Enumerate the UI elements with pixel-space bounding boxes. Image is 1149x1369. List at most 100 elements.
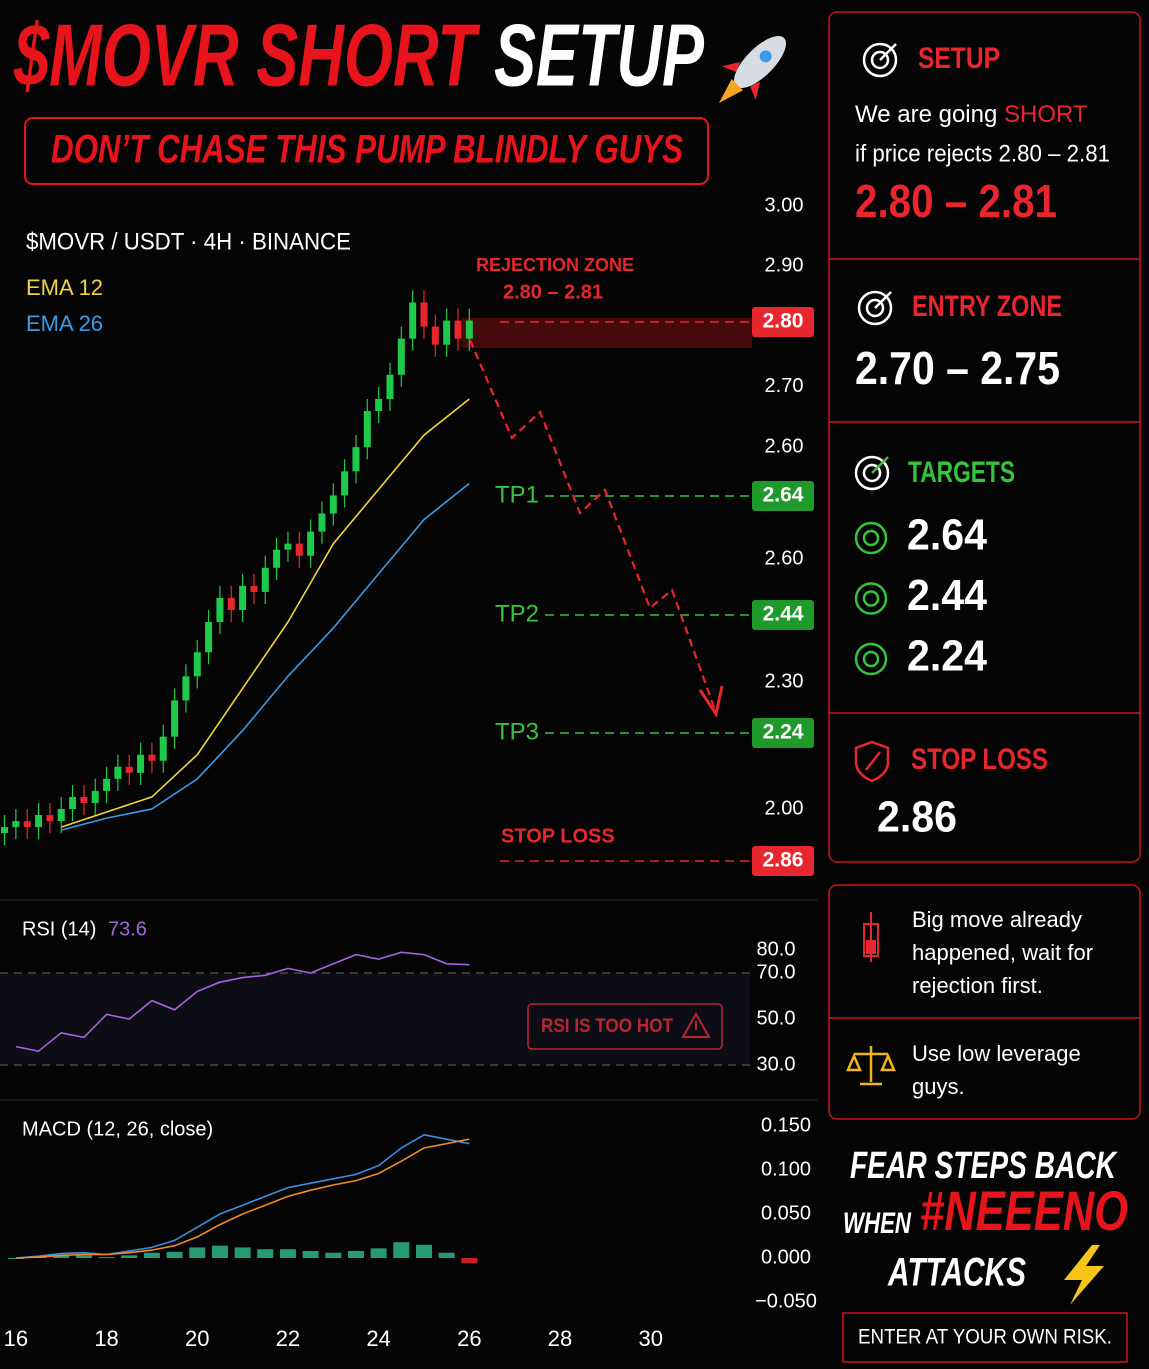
y-tick-label: 70.0	[757, 961, 796, 983]
level-label: 2.80	[763, 310, 804, 333]
y-tick-label: −0.050	[755, 1290, 817, 1312]
candle-body	[273, 549, 281, 568]
shield-icon	[854, 740, 890, 783]
candle-body	[35, 815, 43, 828]
y-tick-label: 0.100	[761, 1158, 811, 1180]
candle-body	[1, 827, 9, 834]
zone-range: 2.80 – 2.81	[503, 281, 603, 303]
candle-body	[12, 821, 20, 828]
rsi-band	[0, 973, 750, 1065]
lightning-icon	[1064, 1245, 1104, 1305]
rsi-title: RSI (14)	[22, 918, 96, 940]
candle-body	[216, 597, 224, 623]
histogram-bar	[121, 1255, 138, 1258]
histogram-bar	[461, 1258, 478, 1264]
target-value: 2.64	[907, 511, 987, 560]
macd-line	[15, 1133, 470, 1259]
candle-body	[250, 585, 258, 592]
target-value: 2.24	[907, 632, 987, 681]
histogram-bar	[143, 1252, 160, 1258]
candle-body	[375, 398, 383, 412]
candle-body	[239, 585, 247, 611]
candle-body	[114, 766, 122, 779]
setup-title: SETUP	[918, 42, 1000, 75]
rocket-icon	[718, 36, 786, 104]
x-tick-label: 22	[276, 1326, 300, 1351]
candle-body	[46, 815, 54, 822]
entry-range: 2.70 – 2.75	[855, 342, 1060, 394]
histogram-bar	[347, 1250, 364, 1258]
target-bullet	[862, 529, 880, 547]
target-icon	[862, 42, 898, 78]
candle-body	[443, 320, 451, 345]
note: Use low leverage guys.	[912, 1041, 1081, 1099]
candle-body	[409, 302, 417, 339]
candle-body	[125, 766, 133, 773]
rsi-current-value: 73.6	[108, 918, 147, 940]
rsi-line	[15, 951, 470, 1053]
y-tick-label: 3.00	[765, 194, 804, 216]
candle-body	[148, 754, 156, 761]
candle-body	[159, 736, 167, 761]
y-tick-label: 0.150	[761, 1114, 811, 1136]
y-tick-label: 80.0	[757, 938, 796, 960]
histogram-bar	[415, 1244, 432, 1258]
histogram-bar	[257, 1249, 274, 1258]
warning-icon	[681, 1011, 711, 1038]
candle-body	[261, 567, 269, 592]
candle-body	[69, 796, 77, 810]
legend-entry: EMA 26	[26, 311, 103, 336]
target-bullet	[862, 650, 880, 668]
candle-body	[341, 471, 349, 496]
target-bullet	[854, 521, 888, 555]
plan-box	[828, 11, 1141, 863]
zone-label: REJECTION ZONE	[476, 255, 634, 275]
target-value: 2.44	[907, 571, 987, 620]
level-name: TP3	[495, 718, 539, 745]
title: $MOVR SHORT	[13, 5, 480, 104]
x-tick-label: 20	[185, 1326, 209, 1351]
level-name: TP1	[495, 481, 539, 508]
y-tick-label: 30.0	[757, 1053, 796, 1075]
candle-body	[420, 302, 428, 327]
title-accent: SETUP	[494, 5, 704, 104]
candle-body	[103, 778, 111, 791]
x-tick-label: 24	[366, 1326, 390, 1351]
target-bullet	[854, 582, 888, 615]
candle-body	[431, 326, 439, 345]
setup-range: 2.80 – 2.81	[855, 175, 1057, 227]
legend-entry: EMA 12	[26, 275, 103, 300]
level-name: TP2	[495, 600, 539, 627]
histogram-bar	[370, 1248, 387, 1258]
candle-body	[329, 495, 337, 514]
y-tick-label: 2.60	[765, 547, 804, 569]
level-label: 2.44	[763, 603, 804, 626]
target-icon	[854, 455, 890, 491]
stop-title: STOP LOSS	[911, 743, 1048, 776]
notes-box	[828, 884, 1141, 1120]
stop-value: 2.86	[877, 793, 957, 842]
y-tick-label: 0.000	[761, 1246, 811, 1268]
histogram-bar	[166, 1251, 183, 1258]
target-bullet	[862, 590, 880, 607]
level-box	[752, 307, 814, 337]
histogram-bar	[75, 1255, 92, 1258]
setup-direction: SHORT	[1004, 101, 1088, 128]
histogram-bar	[7, 1258, 24, 1259]
x-tick-label: 26	[457, 1326, 481, 1351]
disclaimer: ENTER AT YOUR OWN RISK.	[858, 1326, 1112, 1349]
candle-body	[363, 411, 371, 448]
target-bullet	[854, 642, 888, 676]
candle-body	[352, 447, 360, 472]
candle-icon	[863, 912, 879, 962]
candle-body	[23, 821, 31, 828]
candle-body	[227, 597, 235, 611]
x-tick-label: 16	[4, 1326, 28, 1351]
ema-line	[60, 398, 470, 828]
slogan-when: WHEN	[843, 1207, 912, 1240]
histogram-bar	[211, 1245, 228, 1258]
level-box	[752, 481, 814, 511]
y-tick-label: 2.00	[765, 797, 804, 819]
projection-arrow	[468, 339, 717, 711]
